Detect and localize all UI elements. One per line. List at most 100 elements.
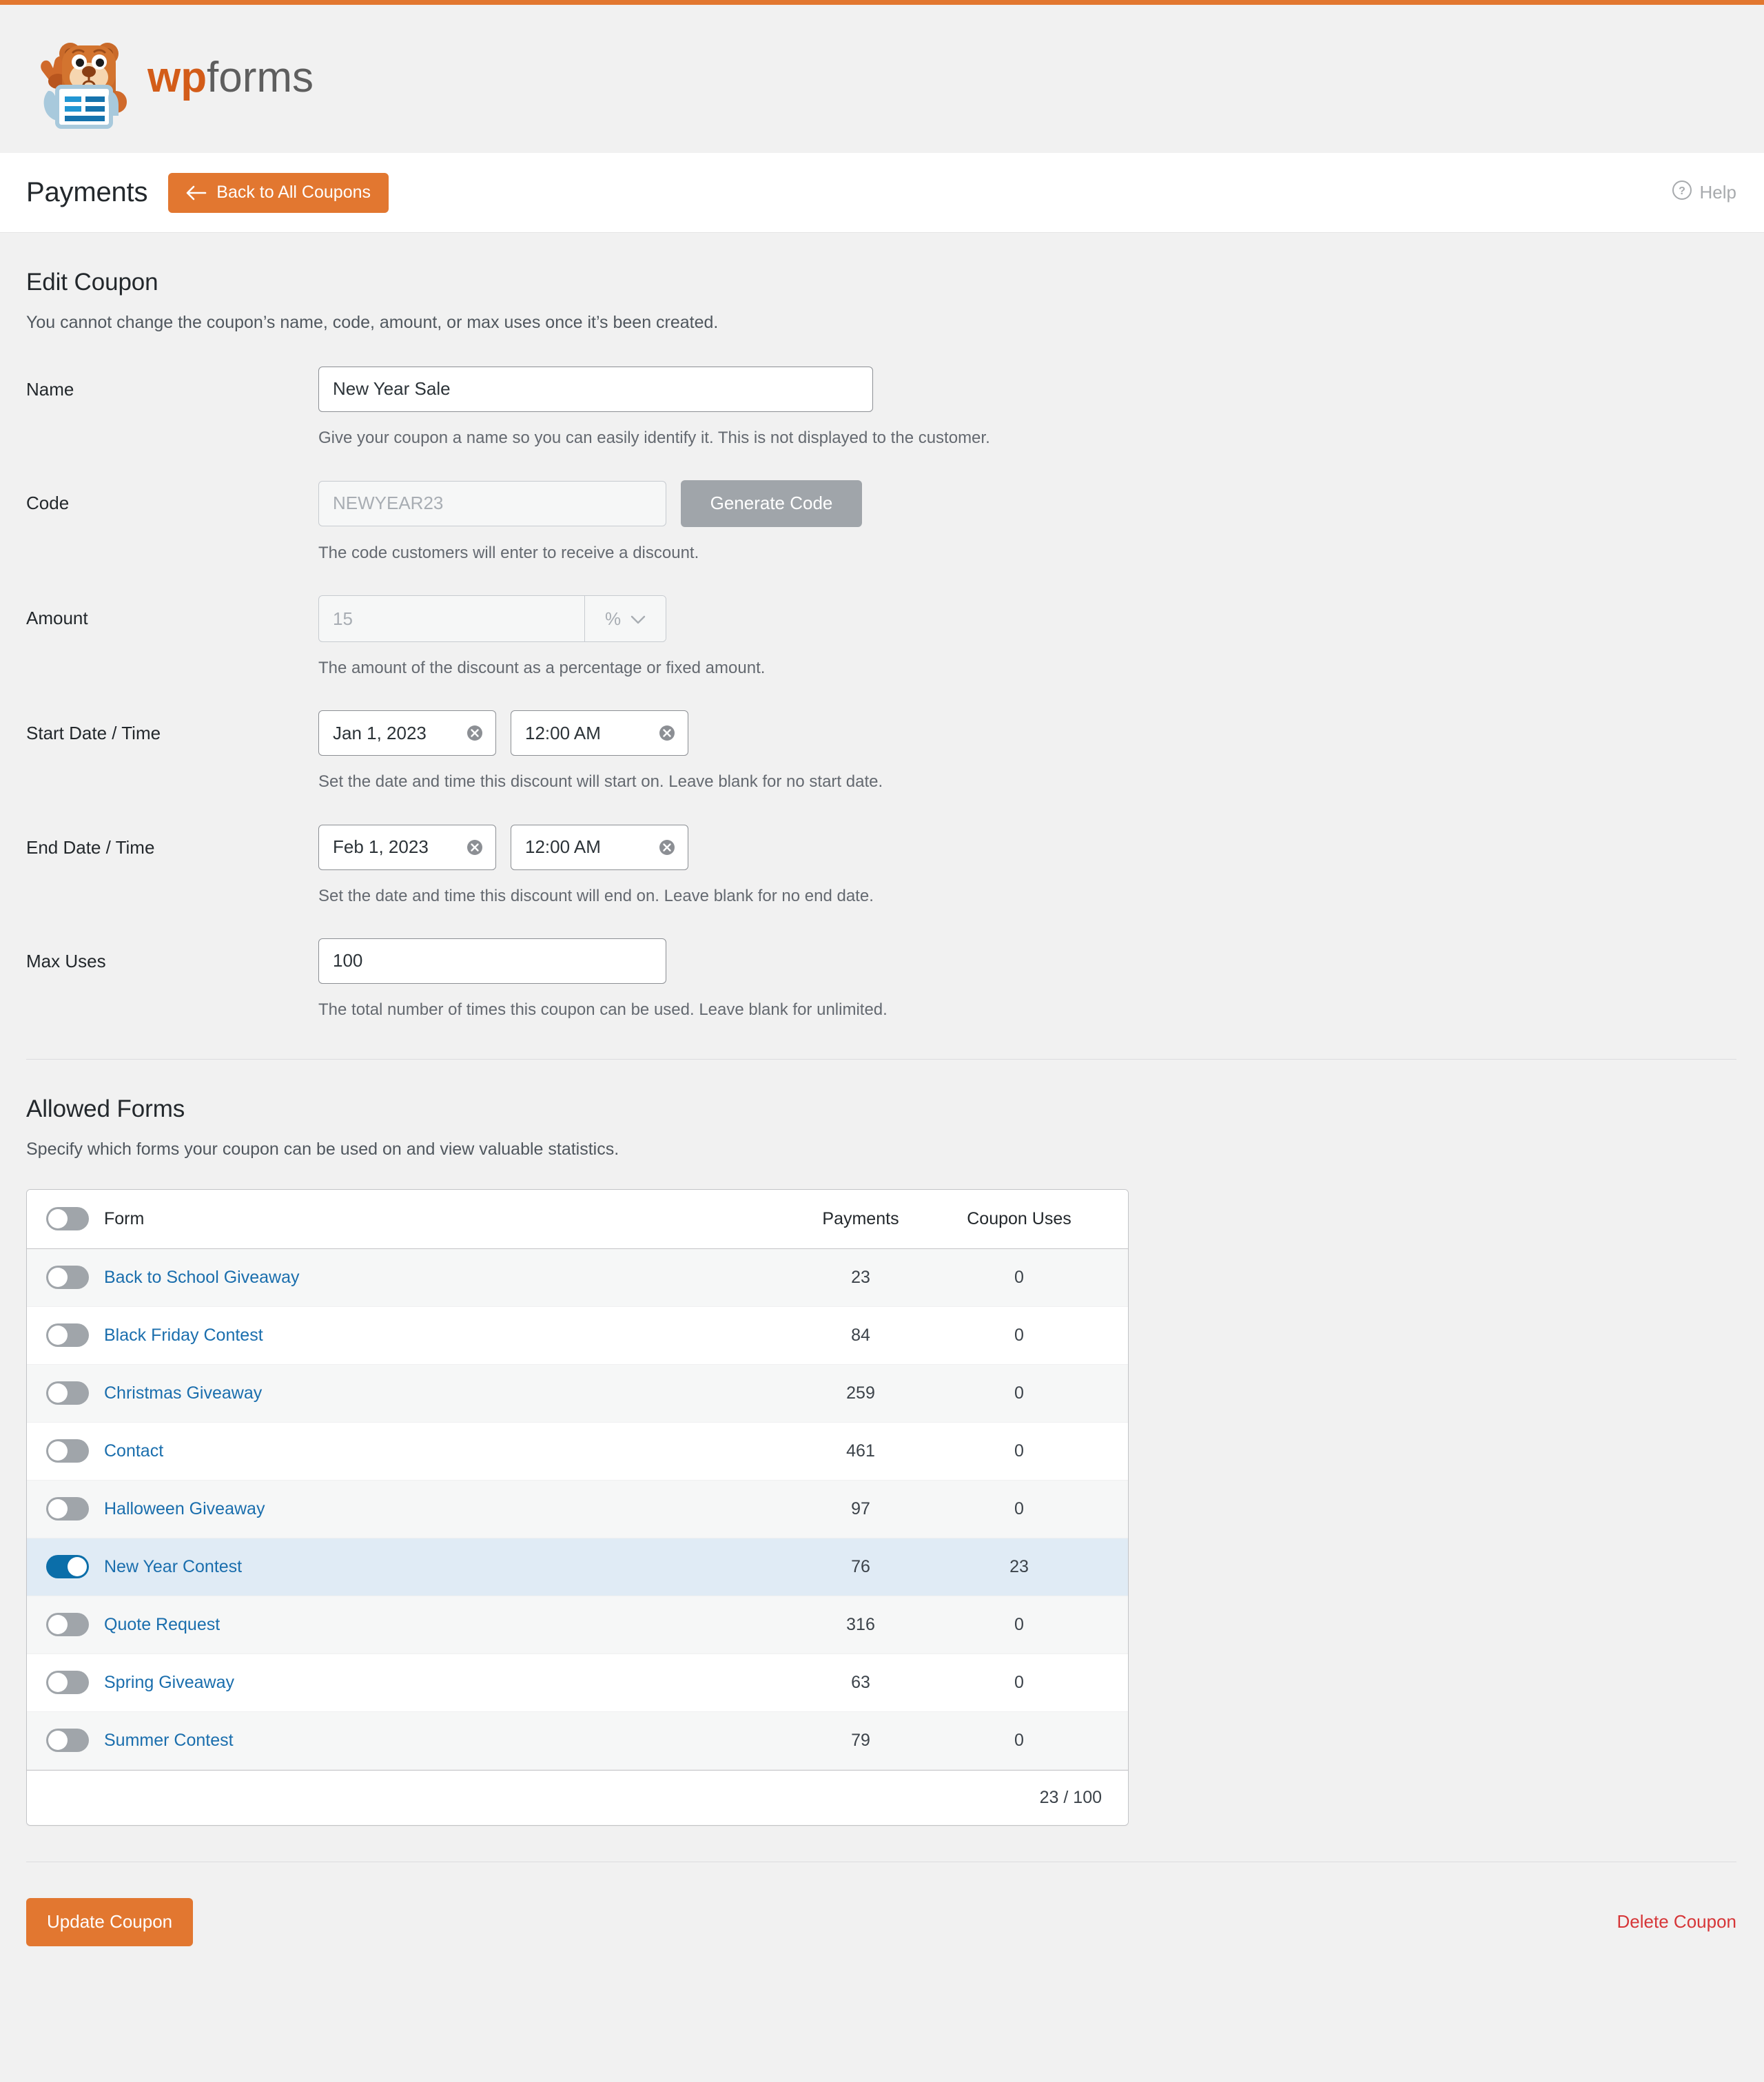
generate-code-button[interactable]: Generate Code	[681, 480, 862, 527]
name-label: Name	[26, 378, 74, 400]
row-payments-value: 461	[846, 1441, 875, 1461]
table-row: Contact 461 0	[27, 1423, 1128, 1481]
form-enable-toggle[interactable]	[46, 1671, 89, 1695]
allowed-forms-table: Form Payments Coupon Uses Back to School…	[26, 1188, 1129, 1826]
column-header-payments: Payments	[822, 1208, 899, 1228]
row-payments-value: 84	[851, 1325, 870, 1345]
max-uses-input[interactable]	[318, 938, 666, 984]
row-coupon-uses-value: 0	[1014, 1730, 1024, 1750]
field-row-end-date-time: End Date / Time	[26, 824, 1736, 907]
row-coupon-uses-value: 0	[1014, 1672, 1024, 1692]
svg-text:forms: forms	[207, 54, 314, 101]
coupon-name-input[interactable]	[318, 366, 873, 412]
wpforms-wordmark: wp forms	[147, 54, 314, 101]
form-enable-toggle[interactable]	[46, 1266, 89, 1290]
end-time-input[interactable]	[511, 824, 688, 870]
amount-type-select[interactable]: %	[584, 596, 666, 642]
amount-help-text: The amount of the discount as a percenta…	[318, 659, 766, 678]
end-date-time-label: End Date / Time	[26, 836, 155, 858]
update-coupon-button[interactable]: Update Coupon	[26, 1897, 194, 1946]
form-name-link[interactable]: Spring Giveaway	[104, 1672, 234, 1692]
table-row: Back to School Giveaway 23 0	[27, 1248, 1128, 1307]
row-payments-value: 76	[851, 1556, 870, 1576]
end-date-input[interactable]	[318, 824, 496, 870]
end-date-time-help-text: Set the date and time this discount will…	[318, 886, 874, 905]
start-date-picker	[318, 710, 496, 756]
allowed-forms-description: Specify which forms your coupon can be u…	[26, 1139, 619, 1159]
wpforms-mascot-icon	[41, 42, 127, 129]
field-row-code: Code Generate Code The code customers wi…	[26, 480, 1736, 564]
back-to-all-coupons-button[interactable]: Back to All Coupons	[168, 172, 389, 213]
top-accent-bar	[0, 0, 1764, 5]
table-row: Summer Contest 79 0	[27, 1711, 1128, 1770]
form-name-link[interactable]: Back to School Giveaway	[104, 1267, 300, 1287]
form-name-link[interactable]: New Year Contest	[104, 1556, 243, 1576]
field-row-name: Name Give your coupon a name so you can …	[26, 366, 1736, 449]
page-header: Payments Back to All Coupons ? Help	[0, 153, 1764, 233]
help-label: Help	[1699, 182, 1736, 203]
form-enable-toggle[interactable]	[46, 1497, 89, 1521]
help-link[interactable]: ? Help	[1672, 180, 1736, 205]
arrow-left-icon	[186, 185, 207, 200]
row-form-cell: Contact	[46, 1439, 792, 1463]
section-divider	[26, 1058, 1736, 1060]
end-date-time-controls	[318, 824, 1736, 870]
max-uses-label: Max Uses	[26, 950, 106, 971]
form-name-link[interactable]: Summer Contest	[104, 1730, 234, 1750]
coupon-amount-input[interactable]	[319, 596, 584, 642]
code-field-body: Generate Code The code customers will en…	[318, 480, 1736, 564]
row-payments-value: 23	[851, 1267, 870, 1287]
form-enable-toggle[interactable]	[46, 1555, 89, 1579]
form-enable-toggle[interactable]	[46, 1323, 89, 1348]
name-controls	[318, 366, 1736, 412]
table-row: Quote Request 316 0	[27, 1596, 1128, 1654]
end-time-picker	[511, 824, 688, 870]
table-header-row: Form Payments Coupon Uses	[27, 1189, 1128, 1249]
row-form-cell: Black Friday Contest	[46, 1323, 792, 1348]
row-payments-value: 259	[846, 1383, 875, 1403]
form-name-link[interactable]: Black Friday Contest	[104, 1325, 263, 1345]
start-date-time-label: Start Date / Time	[26, 723, 161, 744]
form-enable-toggle[interactable]	[46, 1613, 89, 1637]
row-payments-value: 79	[851, 1730, 870, 1750]
question-circle-icon: ?	[1672, 180, 1692, 205]
end-date-time-body: Set the date and time this discount will…	[318, 824, 1736, 907]
name-field-body: Give your coupon a name so you can easil…	[318, 366, 1736, 449]
content-area: Edit Coupon You cannot change the coupon…	[0, 269, 1764, 1978]
amount-type-value: %	[604, 608, 622, 629]
table-row: Black Friday Contest 84 0	[27, 1307, 1128, 1365]
delete-coupon-button[interactable]: Delete Coupon	[1617, 1911, 1736, 1932]
form-enable-toggle[interactable]	[46, 1439, 89, 1463]
row-form-cell: Quote Request	[46, 1613, 792, 1637]
start-date-input[interactable]	[318, 710, 496, 756]
start-date-time-controls	[318, 710, 1736, 756]
form-name-link[interactable]: Contact	[104, 1441, 164, 1461]
end-date-picker	[318, 824, 496, 870]
coupon-code-input[interactable]	[318, 480, 666, 526]
form-actions: Update Coupon Delete Coupon	[26, 1897, 1736, 1978]
select-all-forms-toggle[interactable]	[46, 1207, 89, 1231]
row-coupon-uses-value: 23	[1009, 1556, 1029, 1576]
column-header-form: Form	[104, 1208, 145, 1228]
field-row-max-uses: Max Uses The total number of times this …	[26, 938, 1736, 1020]
end-date-clear-icon[interactable]	[466, 838, 484, 856]
start-time-picker	[511, 710, 688, 756]
code-controls: Generate Code	[318, 480, 1736, 527]
end-time-clear-icon[interactable]	[658, 838, 676, 856]
form-enable-toggle[interactable]	[46, 1381, 89, 1405]
form-name-link[interactable]: Quote Request	[104, 1614, 220, 1634]
form-enable-toggle[interactable]	[46, 1729, 89, 1753]
row-coupon-uses-value: 0	[1014, 1325, 1024, 1345]
table-row: Halloween Giveaway 97 0	[27, 1480, 1128, 1538]
start-time-clear-icon[interactable]	[658, 724, 676, 742]
total-coupon-uses: 23 / 100	[1039, 1787, 1102, 1807]
start-time-input[interactable]	[511, 710, 688, 756]
header-form-cell: Form	[46, 1207, 792, 1231]
code-help-text: The code customers will enter to receive…	[318, 543, 699, 562]
row-form-cell: Back to School Giveaway	[46, 1266, 792, 1290]
row-form-cell: Spring Giveaway	[46, 1671, 792, 1695]
form-name-link[interactable]: Halloween Giveaway	[104, 1498, 265, 1518]
start-date-clear-icon[interactable]	[466, 724, 484, 742]
row-form-cell: Halloween Giveaway	[46, 1497, 792, 1521]
form-name-link[interactable]: Christmas Giveaway	[104, 1383, 263, 1403]
